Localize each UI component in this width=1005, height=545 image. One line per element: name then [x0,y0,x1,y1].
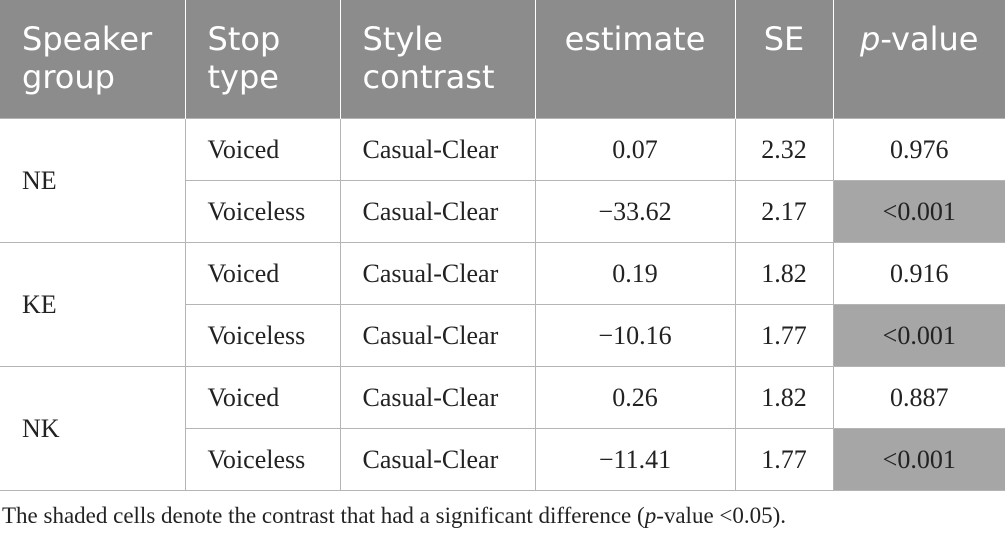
cell: −33.62 [534,180,736,243]
cell: Casual-Clear [339,118,536,181]
header-text: SE [763,20,805,58]
cell: Casual-Clear [339,242,536,305]
table-row: NE Voiced Casual-Clear 0.07 2.32 0.976 [0,118,1005,243]
speaker-cell: KE [0,242,186,367]
cell: Voiced [184,118,341,181]
footnote-part: -value <0.05). [656,503,787,528]
table-row: Voiceless Casual-Clear −10.16 1.77 <0.001 [0,304,1005,367]
cell: Voiceless [185,180,341,243]
header-text: -value [880,20,979,58]
cell: 0.07 [534,118,736,181]
speaker-cell: NK [0,366,186,491]
table-row: Voiceless Casual-Clear −11.41 1.77 <0.001 [0,428,1005,491]
cell: 0.887 [832,366,1005,429]
header-italic: p [860,20,881,58]
table-row: Voiceless Casual-Clear −33.62 2.17 <0.001 [0,180,1005,243]
header-row: Speaker group Stop type Style contrast esti… [0,0,1005,119]
cell: 0.26 [534,366,736,429]
cell: 1.77 [734,428,834,491]
header-cell: p-value [832,0,1005,119]
cell: −10.16 [534,304,736,367]
footnote-part: The shaded cells denote the contrast tha… [2,503,645,528]
header-cell: Style contrast [339,0,535,119]
cell: −11.41 [534,428,736,491]
speaker-cell: NE [0,118,186,243]
table-body: NE Voiced Casual-Clear 0.07 2.32 0.976 Voicele… [0,118,1005,491]
cell: Casual-Clear [339,180,536,243]
cell: 2.32 [734,118,834,181]
footnote-part: p [644,503,657,528]
footnote: The shaded cells denote the contrast tha… [2,503,1005,529]
header-cell: estimate [534,0,735,119]
cell: 1.77 [734,304,834,367]
cell: 0.976 [832,118,1005,181]
cell: <0.001 [832,428,1005,491]
table-row: KE Voiced Casual-Clear 0.19 1.82 0.916 [0,242,1005,367]
header-text: Stop type [207,20,281,96]
cell: Casual-Clear [339,304,536,367]
results-table: Speaker group Stop type Style contrast esti… [0,0,1005,491]
cell: Voiced [184,366,341,429]
cell: 1.82 [734,366,834,429]
cell: <0.001 [832,304,1005,367]
cell: 0.916 [832,242,1005,305]
header-text: Speaker group [22,20,153,96]
cell: Casual-Clear [339,366,536,429]
cell: Casual-Clear [339,428,536,491]
cell: 2.17 [734,180,834,243]
header-text: Style contrast [362,20,495,96]
cell: 1.82 [734,242,834,305]
header-cell: Stop type [184,0,340,119]
header-cell: Speaker group [0,0,185,119]
cell: Voiced [184,242,341,305]
cell: Voiceless [185,304,341,367]
cell: 0.19 [534,242,736,305]
header-cell: SE [734,0,833,119]
header-text: estimate [564,20,706,58]
table-row: NK Voiced Casual-Clear 0.26 1.82 0.887 [0,366,1005,491]
cell: Voiceless [185,428,341,491]
cell: <0.001 [832,180,1005,243]
